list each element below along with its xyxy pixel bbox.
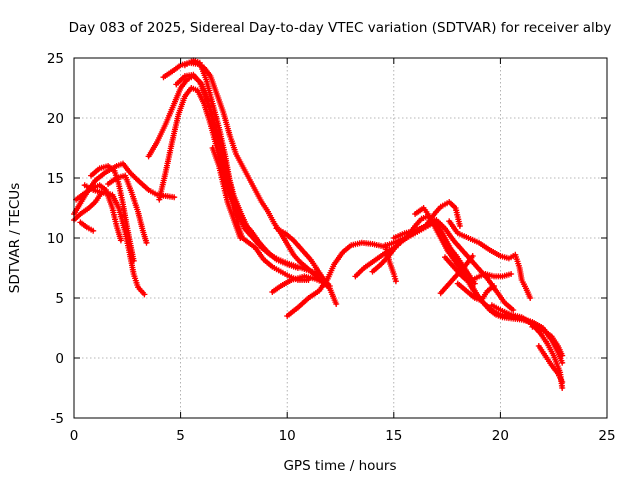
series-arc-04 [81, 182, 148, 298]
series-arc-24 [442, 254, 515, 283]
series-arc-07 [77, 219, 97, 234]
y-axis-label: SDTVAR / TECUs [7, 183, 23, 293]
data-point-markers [105, 172, 150, 246]
series-arc-19 [382, 242, 399, 285]
data-point-markers [269, 273, 327, 295]
x-tick-label: 10 [279, 428, 296, 444]
series-arc-05 [88, 163, 137, 264]
data-point-markers [173, 71, 263, 249]
data-point-markers [156, 85, 301, 271]
x-tick-label: 5 [176, 428, 185, 444]
chart-title: Day 083 of 2025, Sidereal Day-to-day VTE… [69, 20, 612, 36]
series-arc-25 [454, 280, 497, 304]
y-axis-ticks: -5 0 5 10 15 20 25 [47, 51, 607, 427]
data-point-markers [535, 343, 566, 385]
data-point-markers [454, 280, 497, 304]
x-tick-label: 20 [492, 428, 509, 444]
x-tick-label: 25 [598, 428, 615, 444]
series-arc-06 [105, 172, 150, 246]
x-tick-label: 0 [70, 428, 79, 444]
y-tick-label: 15 [47, 171, 64, 187]
data-point-markers [446, 218, 534, 301]
data-point-markers [88, 163, 137, 264]
x-axis-label: GPS time / hours [283, 458, 396, 474]
series-arc-28 [529, 323, 566, 359]
y-tick-label: 20 [47, 111, 64, 127]
series-arc-12 [173, 71, 263, 249]
data-point-markers [209, 145, 244, 241]
data-point-markers [437, 253, 476, 297]
x-tick-label: 15 [385, 428, 402, 444]
series-arc-15 [269, 273, 327, 295]
y-tick-label: -5 [51, 411, 64, 427]
data-series-group [71, 57, 566, 391]
series-arc-29 [535, 343, 566, 385]
x-axis-ticks: 0 5 10 15 20 25 [70, 58, 616, 444]
y-tick-label: 25 [47, 51, 64, 67]
series-arc-09 [156, 85, 301, 271]
y-tick-label: 10 [47, 231, 64, 247]
series-arc-23 [446, 218, 534, 301]
y-tick-label: 5 [55, 291, 64, 307]
y-tick-label: 0 [55, 351, 64, 367]
data-point-markers [77, 219, 97, 234]
data-point-markers [382, 242, 399, 285]
data-point-markers [442, 254, 515, 283]
data-point-markers [529, 323, 566, 359]
series-arc-13 [209, 145, 244, 241]
series-arc-26 [437, 253, 476, 297]
